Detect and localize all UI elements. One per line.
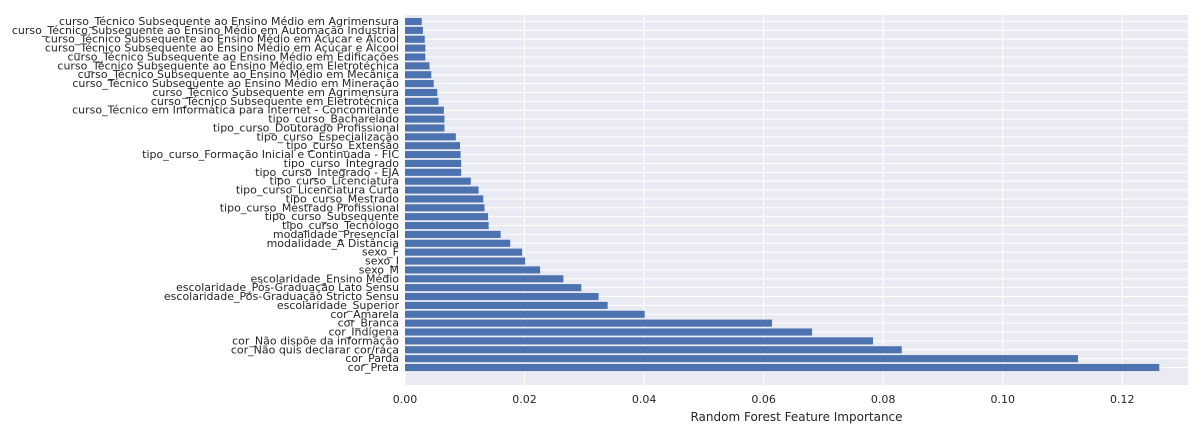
bar (405, 239, 511, 247)
y-tick-label: cor_Indígena (328, 326, 399, 339)
bars (405, 17, 1160, 372)
y-tick-label: cor_Não quis declarar cor/raça (231, 343, 399, 356)
y-tick-label: escolaridade_Pós-Graduação Stricto Sensu (164, 290, 399, 303)
y-tick-label: cor_Branca (338, 317, 399, 330)
x-tick-label: 0.06 (751, 393, 776, 406)
bar (405, 222, 489, 230)
y-tick-label: tipo_curso_Subsequente (265, 210, 400, 223)
y-tick-label: curso_Técnico Subsequente ao Ensino Médi… (78, 68, 399, 81)
bar (405, 266, 541, 274)
bar (405, 346, 902, 354)
y-tick-label: tipo_curso_Bacharelado (268, 113, 399, 126)
y-tick-label: tipo_curso_Licenciatura (270, 175, 399, 188)
bar (405, 88, 438, 97)
x-tick-label: 0.04 (632, 393, 657, 406)
y-tick-label: curso_Técnico Subsequente ao Ensino Médi… (59, 15, 399, 28)
bar (405, 319, 772, 327)
y-tick-label: escolaridade_Ensino Médio (250, 272, 399, 285)
bar (405, 275, 564, 283)
bar (405, 195, 484, 203)
y-tick-label: sexo_I (365, 255, 399, 268)
y-tick-label: curso_Técnico Subsequente em Agrimensura (152, 86, 399, 99)
bar (405, 106, 444, 114)
bar (405, 355, 1079, 363)
y-tick-label: sexo_M (359, 263, 399, 276)
bar (405, 133, 456, 141)
bar (405, 213, 489, 221)
y-tick-label: curso_Técnico Subsequente em Eletrotécni… (151, 95, 399, 108)
bar (405, 44, 426, 52)
y-tick-label: cor_Não dispõe da informação (232, 334, 399, 347)
bar (405, 71, 432, 79)
y-tick-label: curso_Técnico em Informática para Intern… (72, 104, 399, 117)
bar (405, 204, 485, 212)
bar (405, 97, 439, 105)
bar (405, 337, 874, 345)
bar (405, 80, 434, 88)
bar (405, 328, 813, 336)
bar (405, 26, 423, 34)
y-tick-label: escolaridade_Superior (277, 299, 400, 312)
y-tick-label: tipo_curso_Especialização (256, 130, 399, 143)
bar (405, 142, 460, 150)
bar (405, 363, 1160, 372)
bar (405, 292, 599, 301)
bar (405, 310, 645, 318)
bar (405, 17, 422, 26)
bar (405, 186, 479, 194)
y-tick-label: tipo_curso_Formação Inicial e Continuada… (142, 148, 399, 161)
bar (405, 35, 425, 43)
bar (405, 257, 526, 265)
y-tick-label: curso_Técnico Subsequente ao Ensino Médi… (67, 50, 399, 63)
y-tick-label: modalidade_Presencial (273, 228, 399, 241)
bar (405, 168, 462, 176)
y-tick-label: escolaridade_Pós-Graduação Lato Sensu (176, 281, 399, 294)
x-tick-label: 0.12 (1110, 393, 1135, 406)
bar (405, 248, 523, 256)
y-tick-label: cor_Preta (348, 361, 399, 374)
bar (405, 301, 608, 309)
y-tick-label: cor_Parda (345, 352, 399, 365)
x-tick-labels: 0.00 0.02 0.04 0.06 0.08 0.10 0.12 (393, 393, 1135, 406)
y-tick-label: tipo_curso_Extensão (286, 139, 399, 152)
bar (405, 115, 445, 123)
y-tick-label: tipo_curso_Licenciatura Curta (236, 184, 399, 197)
y-tick-label: curso_Técnico Subsequente ao Ensino Médi… (57, 59, 399, 72)
bar (405, 62, 430, 70)
x-tick-label: 0.00 (393, 393, 418, 406)
y-tick-label: tipo_curso_Integrado - EJA (255, 166, 399, 179)
x-tick-label: 0.10 (990, 393, 1015, 406)
bar (405, 159, 462, 167)
y-tick-label: curso_Técnico Subsequente ao Ensino Médi… (45, 33, 399, 46)
y-tick-label: curso_Técnico Subsequente ao Ensino Médi… (72, 77, 399, 90)
y-tick-label: tipo_curso_Mestrado (286, 192, 400, 205)
y-tick-label: modalidade_A Distância (267, 237, 399, 250)
x-axis-label: Random Forest Feature Importance (690, 410, 902, 424)
x-tick-label: 0.08 (871, 393, 896, 406)
bar (405, 53, 426, 61)
y-tick-label: tipo_curso_Tecnólogo (282, 219, 399, 232)
y-tick-label: tipo_curso_Integrado (284, 157, 400, 170)
y-tick-label: curso_Técnico Subsequente ao Ensino Médi… (12, 24, 399, 37)
y-tick-label: sexo_F (362, 246, 399, 259)
y-tick-label: cor_Amarela (330, 308, 399, 321)
y-tick-label: curso_Técnico Subsequente ao Ensino Médi… (45, 42, 399, 55)
bar (405, 151, 461, 159)
y-tick-label: tipo_curso_Doutorado Profissional (213, 121, 399, 134)
bar (405, 230, 501, 238)
y-tick-label: tipo_curso_Mestrado Profissional (220, 201, 399, 214)
x-tick-label: 0.02 (512, 393, 537, 406)
bar (405, 284, 582, 292)
bar (405, 177, 471, 185)
bar (405, 124, 445, 132)
